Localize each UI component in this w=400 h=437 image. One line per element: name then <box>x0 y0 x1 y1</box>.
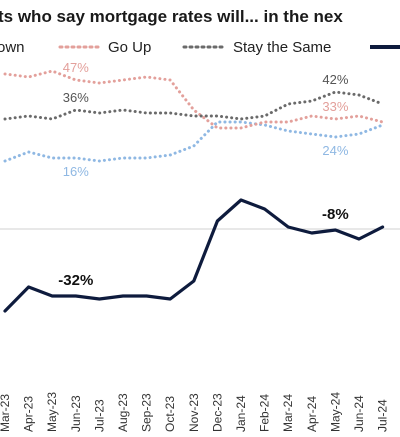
x-tick-label: Mar-23 <box>0 394 12 432</box>
data-label-stay-the-same-jun-23: 36% <box>63 90 89 105</box>
x-axis-ticks: Mar-23 Apr-23 May-23 Jun-23 Jul-23 Aug-23 Sep-… <box>0 392 390 432</box>
data-label-go-up-jun-23: 47% <box>63 60 89 75</box>
x-tick-label: Jan-24 <box>234 395 248 432</box>
x-tick-label: Jun-24 <box>352 395 366 432</box>
series-layer <box>3 69 385 313</box>
series-line-net <box>3 198 385 313</box>
x-tick-label: Apr-23 <box>22 396 36 432</box>
x-tick-label: Dec-23 <box>210 393 224 432</box>
legend-label-stay-the-same: Stay the Same <box>233 39 331 56</box>
data-label-own-jun-23: 16% <box>63 164 89 179</box>
x-tick-label: Apr-24 <box>305 396 319 432</box>
legend-label-go-up: Go Up <box>108 39 151 56</box>
data-label-net-may-24: -8% <box>322 206 349 223</box>
x-tick-label: Feb-24 <box>258 394 272 432</box>
x-tick-label: Oct-23 <box>163 396 177 432</box>
legend-label-own: own <box>0 39 25 56</box>
data-label-stay-the-same-may-24: 42% <box>322 72 348 87</box>
x-tick-label: Sep-23 <box>140 393 154 432</box>
x-tick-label: Mar-24 <box>281 394 295 432</box>
legend: own Go Up Stay the Same <box>0 39 400 56</box>
series-line-go-up <box>3 69 385 130</box>
x-tick-label: Nov-23 <box>187 393 201 432</box>
chart-title: ts who say mortgage rates will... in the… <box>0 7 343 26</box>
data-label-net-jun-23: -32% <box>58 272 93 289</box>
x-tick-label: Jul-24 <box>376 399 390 432</box>
series-line-own <box>3 120 385 163</box>
x-tick-label: May-24 <box>328 392 342 432</box>
x-tick-label: Jun-23 <box>69 395 83 432</box>
x-tick-label: May-23 <box>45 392 59 432</box>
data-label-own-may-24: 24% <box>322 143 348 158</box>
x-tick-label: Jul-23 <box>92 399 106 432</box>
data-label-go-up-may-24: 33% <box>322 99 348 114</box>
data-label-layer: 47% 36% 16% -32% 42% 33% 24% -8% <box>58 60 349 289</box>
series-line-stay-the-same <box>3 90 385 121</box>
x-tick-label: Aug-23 <box>116 393 130 432</box>
